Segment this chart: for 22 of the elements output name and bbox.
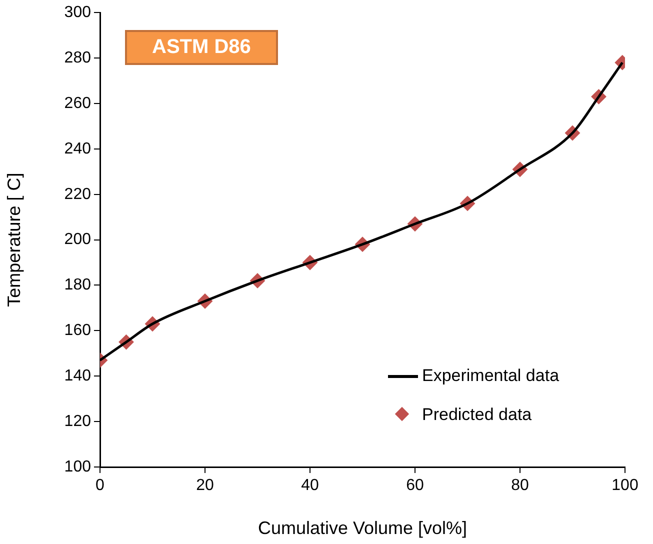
- y-tick-label: 260: [64, 94, 92, 112]
- y-tick-label: 200: [64, 231, 92, 248]
- y-tick-label: 240: [64, 140, 92, 158]
- y-tick-label: 220: [64, 186, 92, 203]
- legend-label: Experimental data: [422, 366, 560, 386]
- y-tick-label: 280: [64, 49, 92, 66]
- y-tick-label: 300: [64, 4, 92, 22]
- x-axis-title: Cumulative Volume [vol%]: [258, 518, 468, 538]
- legend-label: Predicted data: [422, 404, 532, 424]
- x-tick-label: 40: [301, 477, 319, 494]
- x-tick-label: 20: [196, 477, 214, 494]
- x-tick-label: 100: [612, 477, 638, 494]
- x-tick-label: 60: [406, 477, 424, 494]
- y-tick-label: 160: [64, 322, 92, 340]
- y-tick-label: 140: [64, 368, 92, 385]
- y-axis-title: Temperature [ C]: [4, 172, 24, 307]
- y-tick-label: 180: [64, 276, 92, 294]
- y-tick-label: 100: [64, 458, 92, 476]
- y-tick-label: 120: [64, 412, 92, 430]
- x-tick-label: 0: [96, 477, 105, 494]
- x-tick-label: 80: [511, 477, 529, 494]
- text: ASTM D86: [125, 30, 278, 65]
